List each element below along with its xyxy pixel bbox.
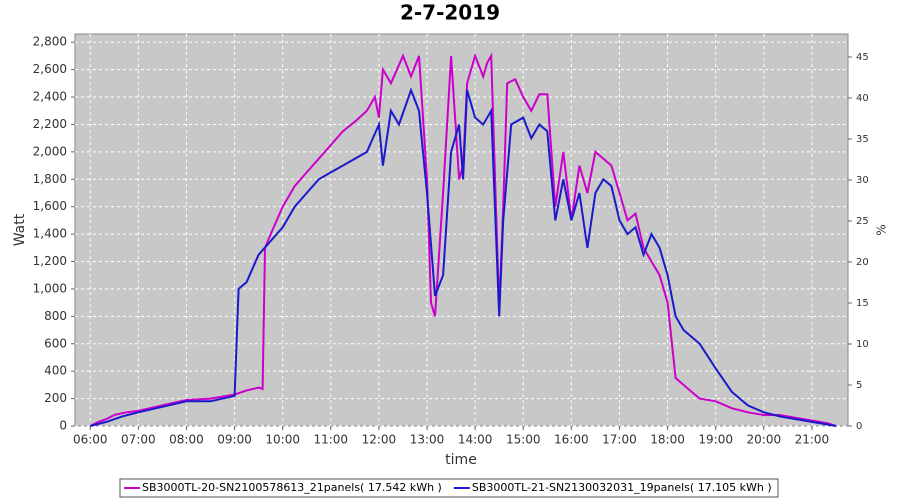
y2-tick-label: 35 [856, 134, 869, 145]
y-tick-label: 1,400 [33, 227, 67, 241]
y-tick-label: 800 [44, 309, 67, 323]
x-tick-label: 17:00 [602, 433, 637, 447]
y-tick-label: 1,800 [33, 172, 67, 186]
legend-label: SB3000TL-21-SN2130032031_19panels( 17.10… [472, 481, 772, 494]
y-tick-label: 1,600 [33, 199, 67, 213]
y-tick-label: 600 [44, 336, 67, 350]
y2-tick-label: 45 [856, 52, 869, 63]
y2-tick-label: 5 [856, 380, 862, 391]
series-line [89, 52, 837, 427]
x-tick-label: 12:00 [362, 433, 397, 447]
y-axis-label: Watt [12, 213, 28, 246]
y2-tick-label: 15 [856, 298, 869, 309]
y-tick-label: 2,200 [33, 117, 67, 131]
x-tick-label: 21:00 [795, 433, 830, 447]
y-tick-label: 1,200 [33, 254, 67, 268]
x-tick-label: 06:00 [73, 433, 108, 447]
y2-tick-label: 40 [856, 93, 869, 104]
y-tick-label: 2,600 [33, 62, 67, 76]
y-tick-label: 200 [44, 391, 67, 405]
series-line [89, 87, 837, 427]
x-tick-label: 09:00 [217, 433, 252, 447]
x-tick-label: 15:00 [506, 433, 541, 447]
legend-label: SB3000TL-20-SN2100578613_21panels( 17.54… [142, 481, 442, 494]
x-tick-label: 16:00 [554, 433, 589, 447]
x-tick-label: 14:00 [458, 433, 493, 447]
x-tick-label: 11:00 [313, 433, 348, 447]
y2-tick-label: 30 [856, 175, 869, 186]
chart-title: 2-7-2019 [400, 1, 500, 25]
plot-area [74, 33, 849, 427]
x-axis-label: time [445, 452, 477, 468]
x-tick-label: 08:00 [169, 433, 204, 447]
x-tick-label: 07:00 [121, 433, 156, 447]
x-tick-label: 13:00 [410, 433, 445, 447]
y2-tick-label: 25 [856, 216, 869, 227]
x-tick-label: 20:00 [747, 433, 782, 447]
y-tick-label: 2,800 [33, 35, 67, 49]
y-tick-label: 2,000 [33, 144, 67, 158]
y2-axis-label: % [875, 224, 889, 235]
y2-tick-label: 20 [856, 257, 869, 268]
x-tick-label: 19:00 [698, 433, 733, 447]
legend [119, 478, 779, 498]
y-tick-label: 0 [59, 419, 67, 433]
y-tick-label: 2,400 [33, 90, 67, 104]
y2-tick-label: 0 [856, 421, 862, 432]
y-tick-label: 400 [44, 364, 67, 378]
x-tick-label: 10:00 [265, 433, 300, 447]
y2-tick-label: 10 [856, 339, 869, 350]
x-tick-label: 18:00 [650, 433, 685, 447]
y-tick-label: 1,000 [33, 281, 67, 295]
